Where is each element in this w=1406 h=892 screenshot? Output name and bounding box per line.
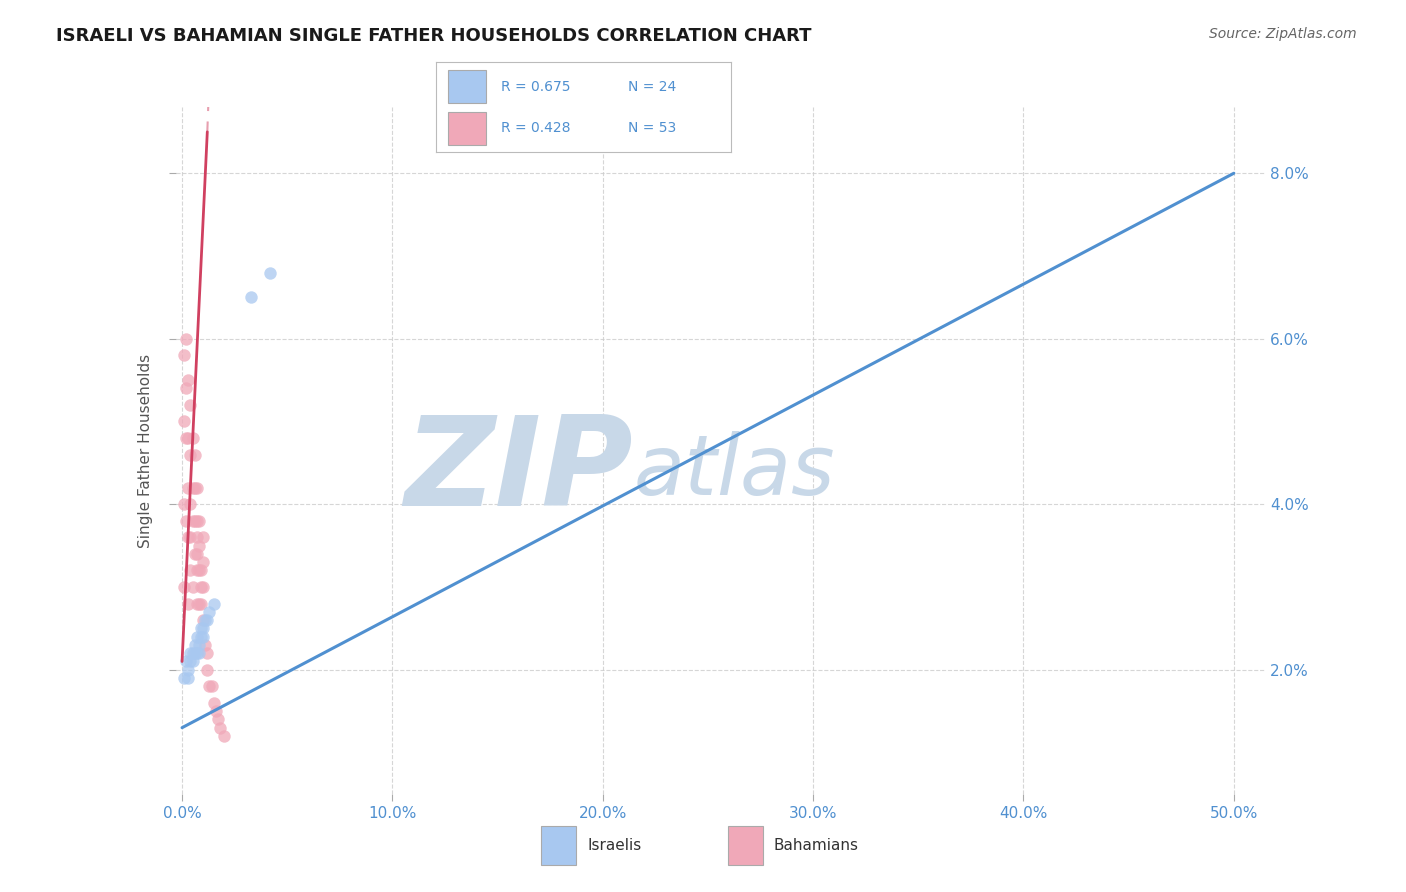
Point (202, 696, 225, 710)
Point (177, 671, 200, 685)
Point (181, 655, 204, 669)
Point (179, 646, 201, 660)
Point (174, 332, 197, 346)
Point (183, 481, 205, 495)
Point (194, 638, 217, 652)
Point (186, 646, 208, 660)
Text: Bahamians: Bahamians (773, 838, 858, 853)
Point (174, 655, 197, 669)
Point (186, 530, 208, 544)
Point (190, 621, 212, 635)
Point (212, 729, 235, 743)
FancyBboxPatch shape (447, 70, 486, 103)
FancyBboxPatch shape (541, 826, 576, 865)
Point (191, 613, 214, 627)
Point (177, 597, 200, 611)
Point (179, 655, 201, 669)
Text: Israelis: Israelis (588, 838, 641, 853)
Point (179, 564, 201, 578)
Point (173, 497, 195, 511)
Point (179, 497, 201, 511)
Point (186, 547, 208, 561)
Point (204, 704, 226, 718)
Point (177, 431, 200, 445)
Point (186, 564, 208, 578)
Point (202, 597, 225, 611)
Point (183, 646, 205, 660)
Point (186, 597, 208, 611)
Point (181, 646, 204, 660)
Point (186, 630, 208, 644)
Point (195, 646, 218, 660)
Point (190, 580, 212, 594)
Point (177, 373, 200, 387)
Point (183, 448, 205, 462)
Text: N = 53: N = 53 (627, 121, 676, 136)
Point (190, 564, 212, 578)
FancyBboxPatch shape (447, 112, 486, 145)
Point (195, 613, 218, 627)
Point (179, 398, 201, 412)
Point (198, 605, 221, 619)
Point (194, 613, 217, 627)
Text: ISRAELI VS BAHAMIAN SINGLE FATHER HOUSEHOLDS CORRELATION CHART: ISRAELI VS BAHAMIAN SINGLE FATHER HOUSEH… (56, 27, 811, 45)
Point (191, 621, 214, 635)
Point (240, 290, 263, 304)
Point (190, 597, 212, 611)
Point (177, 481, 200, 495)
Text: atlas: atlas (633, 431, 835, 512)
Text: N = 24: N = 24 (627, 79, 676, 94)
Point (195, 663, 218, 677)
Point (207, 713, 229, 727)
Point (187, 514, 209, 528)
Point (198, 679, 221, 693)
Point (173, 580, 195, 594)
Y-axis label: Single Father Households: Single Father Households (138, 353, 153, 548)
Point (173, 415, 195, 429)
Point (183, 547, 205, 561)
Point (186, 514, 208, 528)
Point (191, 530, 214, 544)
Point (174, 514, 197, 528)
Point (191, 630, 214, 644)
Text: Source: ZipAtlas.com: Source: ZipAtlas.com (1209, 27, 1357, 41)
Point (186, 481, 208, 495)
Point (173, 671, 195, 685)
Point (173, 348, 195, 362)
Point (191, 580, 214, 594)
Point (187, 646, 209, 660)
Text: R = 0.675: R = 0.675 (501, 79, 571, 94)
Text: ZIP: ZIP (405, 410, 633, 532)
Point (181, 580, 204, 594)
Point (183, 638, 205, 652)
Point (208, 721, 231, 735)
Point (177, 530, 200, 544)
Point (179, 448, 201, 462)
Point (187, 539, 209, 553)
Point (181, 431, 204, 445)
FancyBboxPatch shape (728, 826, 762, 865)
Point (174, 381, 197, 395)
Point (200, 679, 222, 693)
Text: R = 0.428: R = 0.428 (501, 121, 571, 136)
Point (187, 564, 209, 578)
Point (183, 514, 205, 528)
Point (259, 266, 281, 280)
Point (181, 481, 204, 495)
Point (177, 663, 200, 677)
Point (191, 555, 214, 569)
Point (187, 638, 209, 652)
Point (190, 630, 212, 644)
Point (181, 514, 204, 528)
Point (179, 530, 201, 544)
Point (187, 597, 209, 611)
Point (174, 431, 197, 445)
